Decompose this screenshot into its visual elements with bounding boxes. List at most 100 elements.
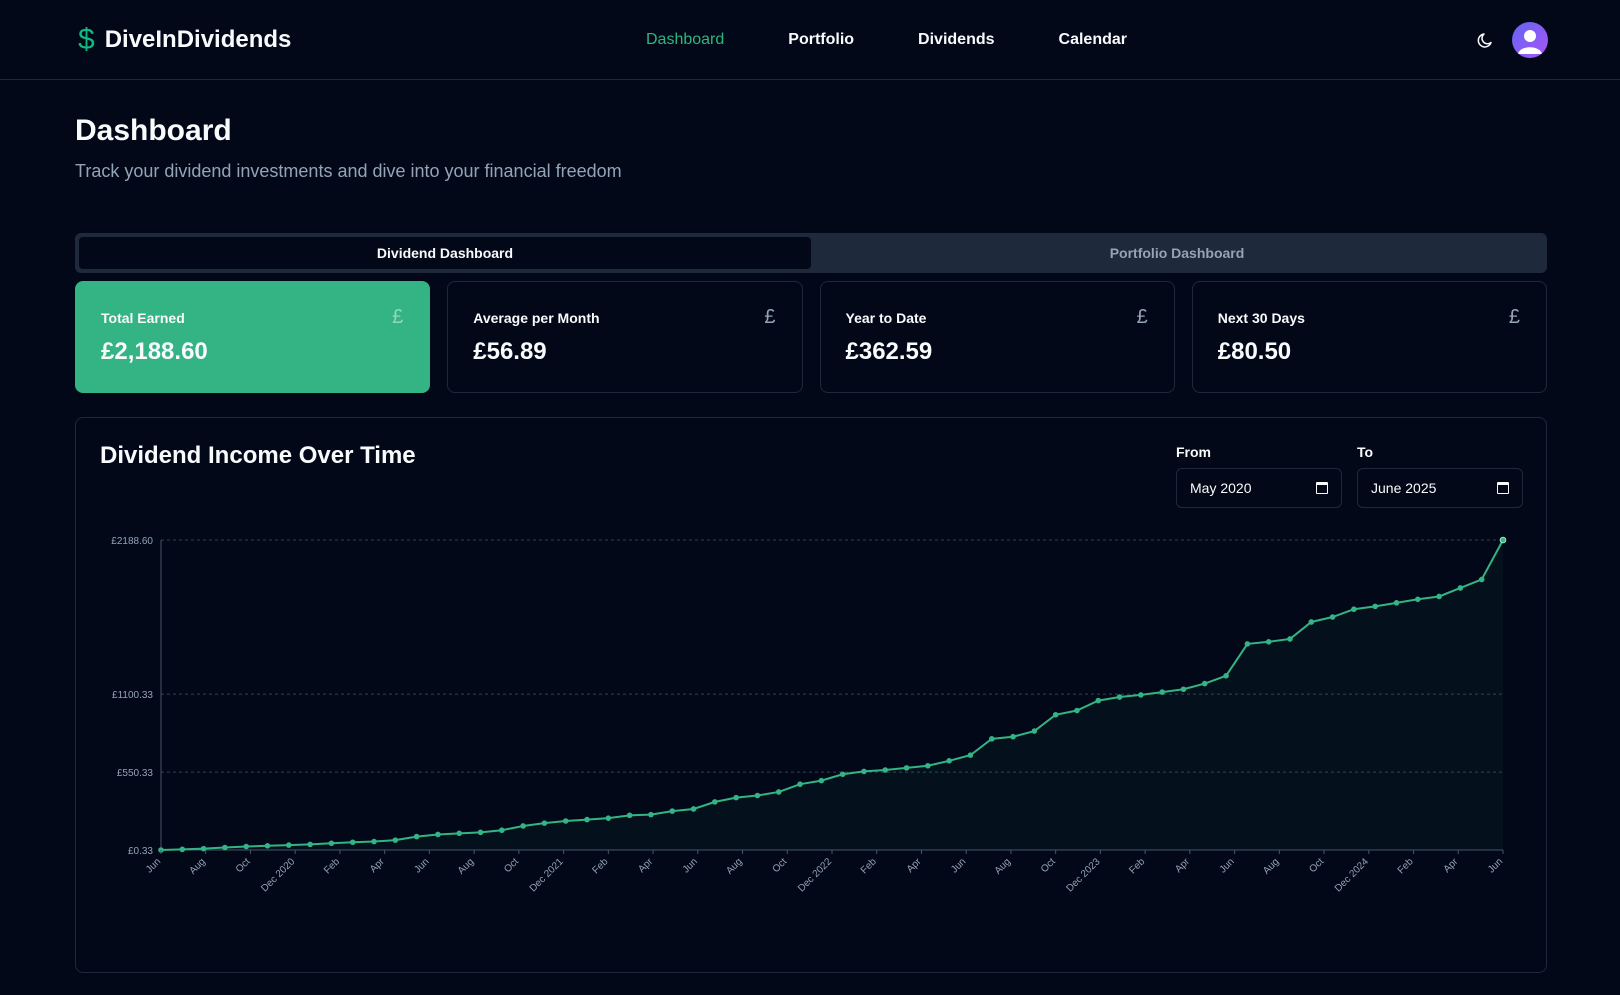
stat-card-total-earned: Total Earned £2,188.60 £ — [75, 281, 431, 393]
stat-label: Next 30 Days — [1217, 310, 1305, 326]
data-point — [392, 837, 399, 843]
nav-calendar[interactable]: Calendar — [1058, 31, 1127, 48]
data-point — [797, 781, 803, 787]
stat-label: Average per Month — [473, 310, 600, 326]
x-tick-label: Feb — [1396, 856, 1416, 876]
pound-icon: £ — [392, 306, 404, 328]
data-point — [179, 846, 186, 853]
page-subtitle: Track your dividend investments and dive… — [75, 161, 622, 181]
x-tick-label: Oct — [771, 856, 790, 875]
calendar-icon[interactable] — [1316, 482, 1328, 494]
data-point — [1329, 614, 1336, 620]
data-point — [605, 815, 612, 821]
data-point — [882, 767, 889, 773]
data-point — [626, 812, 633, 819]
tab-dividend-dashboard[interactable]: Dividend Dashboard — [79, 237, 811, 269]
data-point — [1031, 728, 1038, 734]
y-tick-label: £2188.60 — [111, 536, 153, 547]
x-tick-label: Oct — [1039, 856, 1058, 875]
data-point — [1180, 686, 1187, 693]
data-point — [925, 762, 931, 769]
data-point — [286, 842, 292, 848]
x-tick-label: Apr — [1173, 856, 1192, 875]
data-point — [1457, 585, 1464, 591]
x-tick-label: Dec 2024 — [1333, 856, 1371, 894]
stat-value: £80.50 — [1217, 338, 1292, 365]
x-tick-label: Apr — [368, 856, 387, 875]
x-tick-label: Aug — [1261, 856, 1281, 876]
tab-portfolio-dashboard[interactable]: Portfolio Dashboard — [1109, 245, 1245, 261]
main-nav: Dashboard Portfolio Dividends Calendar — [646, 30, 1191, 50]
data-point — [541, 820, 548, 826]
stat-card-year-to-date: Year to Date £362.59 £ — [819, 281, 1175, 393]
data-point — [1159, 689, 1165, 695]
dividend-income-chart-card: Dividend Income Over Time From May 2020 … — [75, 417, 1547, 973]
data-point — [1074, 707, 1080, 714]
data-point — [371, 838, 377, 845]
data-point — [413, 833, 420, 840]
x-tick-label: Apr — [905, 856, 924, 875]
moon-icon[interactable] — [1476, 30, 1496, 50]
user-icon — [1518, 30, 1542, 54]
data-point — [1287, 636, 1293, 642]
stat-card-average-per-month: Average per Month £56.89 £ — [447, 281, 803, 393]
from-label: From — [1176, 444, 1211, 460]
x-tick-label: Jun — [1486, 856, 1505, 875]
data-point — [967, 752, 974, 758]
stat-value: £56.89 — [473, 338, 547, 365]
data-point — [754, 792, 761, 799]
data-point — [1436, 593, 1442, 600]
nav-dividends[interactable]: Dividends — [918, 31, 995, 48]
x-tick-label: Jun — [1218, 856, 1237, 875]
brand-name: DiveInDividends — [104, 26, 292, 53]
x-tick-label: Jun — [412, 856, 431, 875]
to-date-value: June 2025 — [1371, 480, 1437, 496]
data-point — [839, 771, 846, 778]
dollar-icon: $ — [78, 23, 95, 56]
data-point — [1265, 639, 1272, 645]
pound-icon: £ — [764, 306, 776, 328]
data-point — [1138, 692, 1144, 698]
from-date-value: May 2020 — [1190, 480, 1252, 496]
data-point — [818, 777, 825, 784]
data-point — [243, 843, 250, 850]
brand[interactable]: $ DiveInDividends — [78, 24, 291, 56]
data-point — [1010, 733, 1016, 740]
user-avatar[interactable] — [1512, 22, 1548, 58]
data-point — [1308, 619, 1315, 625]
x-tick-label: Apr — [636, 856, 655, 875]
data-point — [1201, 680, 1208, 687]
data-point — [1414, 596, 1421, 603]
data-point — [328, 840, 335, 847]
data-point — [946, 757, 952, 764]
stat-card-next-30-days: Next 30 Days £80.50 £ — [1191, 281, 1547, 393]
data-point — [733, 794, 739, 801]
data-point — [861, 768, 867, 775]
data-point — [1052, 711, 1059, 718]
from-date-input[interactable]: May 2020 — [1176, 468, 1342, 508]
data-point — [435, 831, 441, 838]
data-point — [690, 806, 697, 812]
calendar-icon[interactable] — [1497, 482, 1509, 494]
stat-label: Total Earned — [101, 310, 185, 326]
data-point — [1499, 536, 1507, 544]
data-point — [1244, 641, 1251, 647]
y-tick-label: £1100.33 — [112, 690, 153, 701]
dividend-line-chart: £0.33 £550.33 £1100.33 £2188.60 Jun Aug Oct Dec… — [111, 536, 1507, 894]
pound-icon: £ — [1136, 306, 1148, 328]
data-point — [1478, 576, 1485, 583]
to-date-input[interactable]: June 2025 — [1357, 468, 1523, 508]
nav-dashboard[interactable]: Dashboard — [646, 31, 725, 48]
data-point — [562, 818, 569, 824]
x-tick-label: Dec 2023 — [1064, 856, 1102, 894]
x-tick-label: Jun — [949, 856, 968, 875]
dashboard-tabs: Dividend Dashboard Portfolio Dashboard — [75, 233, 1547, 273]
data-point — [499, 827, 505, 834]
data-point — [903, 765, 910, 771]
data-point — [1372, 603, 1378, 610]
x-tick-label: Aug — [993, 856, 1013, 876]
nav-portfolio[interactable]: Portfolio — [788, 31, 855, 48]
data-point — [520, 823, 526, 829]
data-point — [264, 842, 271, 849]
data-point — [222, 844, 228, 851]
